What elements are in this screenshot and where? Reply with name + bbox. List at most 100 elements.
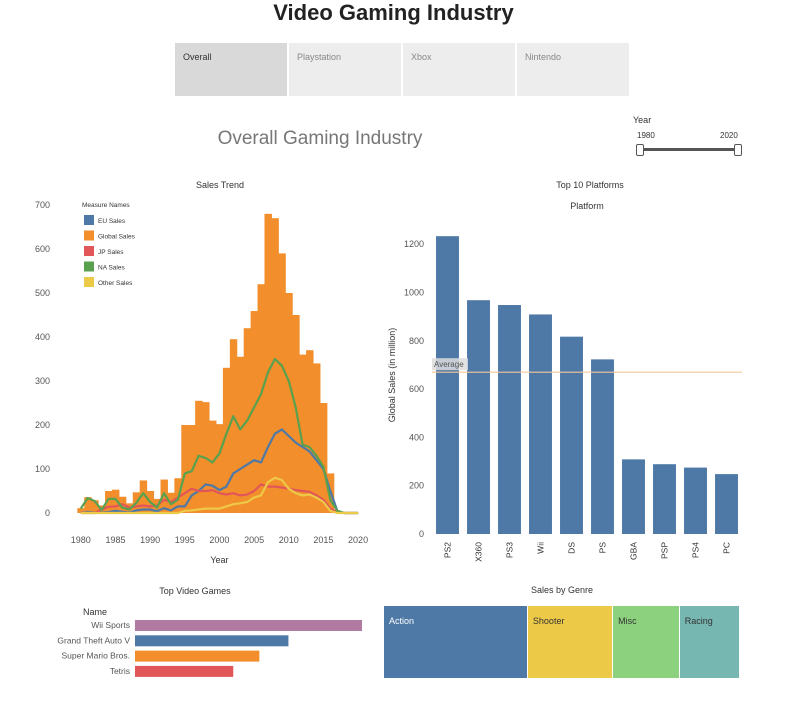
platform-bar bbox=[684, 467, 707, 534]
x-tick-label: DS bbox=[567, 542, 577, 554]
jp-sales-line bbox=[80, 483, 359, 515]
x-tick-label: PS4 bbox=[691, 542, 701, 558]
x-tick-label: PS2 bbox=[443, 542, 453, 558]
platforms-chart: Platform 0 200 400 600 800 1000 1200 Global Sale… bbox=[387, 201, 742, 562]
global-sales-bar bbox=[181, 425, 189, 513]
game-label: Grand Theft Auto V bbox=[57, 635, 130, 645]
sales-trend-chart: 0 100 200 300 400 500 600 700 1980 1985 1990 1995 20… bbox=[35, 200, 368, 565]
x-tick-label: 2010 bbox=[279, 535, 299, 545]
genre-cell: Racing bbox=[679, 606, 740, 678]
global-sales-bar bbox=[111, 489, 120, 513]
genre-cell: Misc bbox=[613, 606, 680, 678]
platform-bar bbox=[653, 464, 676, 534]
y-tick-label: 400 bbox=[35, 332, 50, 342]
global-sales-bar bbox=[264, 213, 272, 514]
x-tick-label: 1985 bbox=[105, 535, 125, 545]
genre-title: Sales by Genre bbox=[530, 585, 594, 595]
global-sales-bar bbox=[313, 363, 321, 513]
y-tick-label: 1200 bbox=[404, 239, 424, 249]
year-slider-max-handle[interactable] bbox=[734, 144, 742, 156]
average-label: Average bbox=[434, 360, 464, 369]
global-sales-bar bbox=[236, 356, 245, 513]
global-sales-bar bbox=[257, 284, 265, 513]
platform-bar bbox=[622, 459, 645, 534]
genre-cell: Shooter bbox=[527, 606, 614, 678]
global-sales-bar bbox=[209, 420, 217, 513]
tab-bar: Overall Playstation Xbox Nintendo bbox=[175, 43, 631, 96]
platform-bar bbox=[591, 359, 614, 534]
average-label-bg bbox=[432, 358, 468, 371]
legend-swatch bbox=[84, 261, 94, 272]
y-tick-label: 800 bbox=[409, 336, 424, 346]
tab-nintendo[interactable]: Nintendo bbox=[517, 43, 629, 96]
legend-label: NA Sales bbox=[98, 265, 125, 272]
global-sales-bar bbox=[77, 508, 85, 513]
global-sales-bar bbox=[139, 480, 148, 513]
x-axis-label: Year bbox=[210, 555, 228, 565]
platform-bar bbox=[560, 336, 583, 534]
x-tick-label: Wii bbox=[536, 542, 546, 554]
legend-swatch bbox=[84, 215, 94, 225]
tab-playstation[interactable]: Playstation bbox=[289, 43, 401, 96]
game-label: Tetris bbox=[110, 666, 130, 676]
legend-label: JP Sales bbox=[98, 249, 124, 256]
page-subtitle: Overall Gaming Industry bbox=[217, 128, 423, 149]
platform-bar bbox=[529, 314, 552, 534]
y-tick-label: 300 bbox=[35, 376, 50, 386]
global-sales-bar bbox=[278, 253, 286, 513]
dashboard-title: Video Gaming Industry bbox=[273, 0, 514, 25]
platforms-title: Top 10 Platforms bbox=[556, 180, 624, 190]
game-label: Wii Sports bbox=[91, 620, 130, 630]
x-tick-label: X360 bbox=[474, 542, 484, 562]
year-filter-max: 2020 bbox=[720, 131, 738, 140]
y-tick-label: 200 bbox=[409, 481, 424, 491]
legend-swatch bbox=[84, 277, 94, 287]
platform-bar bbox=[498, 305, 521, 534]
sales-trend-title: Sales Trend bbox=[195, 180, 245, 190]
year-filter-label: Year bbox=[633, 115, 652, 125]
tab-overall[interactable]: Overall bbox=[175, 43, 287, 96]
global-sales-bar bbox=[229, 339, 238, 513]
x-tick-label: 2015 bbox=[313, 535, 333, 545]
global-sales-bar bbox=[215, 424, 224, 513]
legend-swatch bbox=[84, 230, 94, 241]
games-header: Name bbox=[83, 607, 107, 617]
x-tick-label: 2005 bbox=[244, 535, 264, 545]
y-tick-label: 600 bbox=[35, 244, 50, 254]
y-axis-label: Global Sales (in million) bbox=[387, 328, 397, 423]
y-tick-label: 500 bbox=[35, 288, 50, 298]
game-bar bbox=[135, 665, 234, 677]
y-tick-label: 100 bbox=[35, 464, 50, 474]
na-sales-line bbox=[79, 357, 359, 515]
global-sales-bar bbox=[91, 500, 99, 513]
year-slider-min-handle[interactable] bbox=[636, 144, 644, 156]
global-sales-bar bbox=[319, 403, 328, 513]
y-tick-label: 700 bbox=[35, 200, 50, 210]
global-sales-bar bbox=[306, 350, 314, 513]
games-title: Top Video Games bbox=[159, 586, 231, 596]
x-tick-label: 2020 bbox=[348, 535, 368, 545]
tab-xbox[interactable]: Xbox bbox=[403, 43, 515, 96]
legend-label: EU Sales bbox=[98, 218, 126, 225]
y-tick-label: 600 bbox=[409, 384, 424, 394]
y-tick-label: 1000 bbox=[404, 287, 424, 297]
x-tick-label: 1995 bbox=[175, 535, 195, 545]
game-label: Super Mario Bros. bbox=[62, 651, 131, 661]
legend-title: Measure Names bbox=[82, 202, 130, 209]
x-tick-label: PS bbox=[598, 542, 608, 554]
legend-label: Other Sales bbox=[98, 280, 133, 287]
game-bar bbox=[135, 650, 260, 662]
y-tick-label: 200 bbox=[35, 420, 50, 430]
global-sales-bar bbox=[271, 218, 279, 513]
year-slider-track[interactable] bbox=[640, 148, 738, 151]
genre-treemap: Action Shooter Misc Racing bbox=[384, 606, 740, 678]
platform-header: Platform bbox=[570, 201, 604, 211]
x-tick-label: 2000 bbox=[209, 535, 229, 545]
game-bar bbox=[135, 635, 289, 647]
platform-bar bbox=[715, 474, 738, 534]
x-tick-label: PS3 bbox=[505, 542, 515, 558]
year-filter-min: 1980 bbox=[637, 131, 655, 140]
x-tick-label: PSP bbox=[660, 542, 670, 559]
global-sales-bar bbox=[250, 311, 259, 513]
platform-bar bbox=[436, 236, 459, 534]
